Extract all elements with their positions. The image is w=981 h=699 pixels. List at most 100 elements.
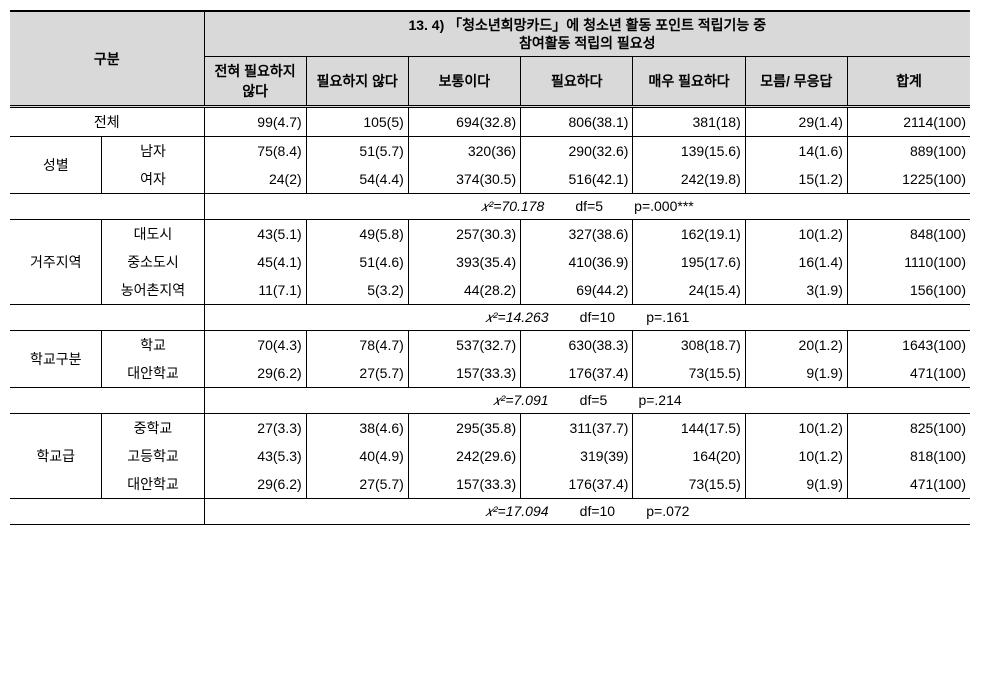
col-7: 합계 [847,57,970,107]
label-female: 여자 [102,165,204,194]
row-middle: 학교급 중학교 27(3.3) 38(4.6) 295(35.8) 311(37… [10,414,970,443]
row-rural: 농어촌지역 11(7.1) 5(3.2) 44(28.2) 69(44.2) 2… [10,276,970,305]
cell: 43(5.1) [204,220,306,249]
label-high: 고등학교 [102,442,204,470]
cell: 410(36.9) [521,248,633,276]
cell: 16(1.4) [745,248,847,276]
cell: 381(18) [633,107,745,137]
cell: 51(4.6) [306,248,408,276]
cell: 75(8.4) [204,137,306,166]
cell: 11(7.1) [204,276,306,305]
chi-gender: 𝑥²=70.178 [481,198,544,214]
cell: 630(38.3) [521,331,633,360]
cell: 848(100) [847,220,970,249]
cell: 29(1.4) [745,107,847,137]
label-total: 전체 [10,107,204,137]
cell: 242(29.6) [408,442,520,470]
cell: 99(4.7) [204,107,306,137]
row-bigcity: 거주지역 대도시 43(5.1) 49(5.8) 257(30.3) 327(3… [10,220,970,249]
row-male: 성별 남자 75(8.4) 51(5.7) 320(36) 290(32.6) … [10,137,970,166]
chi-region: 𝑥²=14.263 [485,309,548,325]
cell: 195(17.6) [633,248,745,276]
cell: 14(1.6) [745,137,847,166]
cell: 51(5.7) [306,137,408,166]
col-6: 모름/ 무응답 [745,57,847,107]
cell: 164(20) [633,442,745,470]
chi-schooltype: 𝑥²=7.091 [493,392,549,408]
row-female: 여자 24(2) 54(4.4) 374(30.5) 516(42.1) 242… [10,165,970,194]
cell: 139(15.6) [633,137,745,166]
cell: 49(5.8) [306,220,408,249]
cell: 327(38.6) [521,220,633,249]
cell: 162(19.1) [633,220,745,249]
df-schooltype: df=5 [580,392,608,408]
col-3: 보통이다 [408,57,520,107]
cell: 471(100) [847,470,970,499]
cell: 9(1.9) [745,470,847,499]
cell: 29(6.2) [204,470,306,499]
cell: 319(39) [521,442,633,470]
cell: 15(1.2) [745,165,847,194]
title-line-1: 13. 4) 「청소년희망카드」에 청소년 활동 포인트 적립기능 중 [408,17,766,33]
cell: 43(5.3) [204,442,306,470]
cell: 24(2) [204,165,306,194]
cell: 242(19.8) [633,165,745,194]
cell: 889(100) [847,137,970,166]
cell: 10(1.2) [745,442,847,470]
cell: 105(5) [306,107,408,137]
cell: 818(100) [847,442,970,470]
cell: 176(37.4) [521,470,633,499]
cell: 308(18.7) [633,331,745,360]
cell: 29(6.2) [204,359,306,388]
cell: 806(38.1) [521,107,633,137]
cell: 2114(100) [847,107,970,137]
cell: 10(1.2) [745,220,847,249]
cell: 54(4.4) [306,165,408,194]
cell: 825(100) [847,414,970,443]
cell: 45(4.1) [204,248,306,276]
cell: 38(4.6) [306,414,408,443]
label-school: 학교 [102,331,204,360]
row-school: 학교구분 학교 70(4.3) 78(4.7) 537(32.7) 630(38… [10,331,970,360]
chi-schoollevel: 𝑥²=17.094 [485,503,548,519]
row-alt: 대안학교 29(6.2) 27(5.7) 157(33.3) 176(37.4)… [10,470,970,499]
cell: 1110(100) [847,248,970,276]
cell: 9(1.9) [745,359,847,388]
cell: 694(32.8) [408,107,520,137]
p-region: p=.161 [646,309,689,325]
cell: 40(4.9) [306,442,408,470]
label-rural: 농어촌지역 [102,276,204,305]
cell: 27(5.7) [306,470,408,499]
label-alt: 대안학교 [102,470,204,499]
header-gubun: 구분 [10,11,204,107]
cell: 320(36) [408,137,520,166]
cell: 257(30.3) [408,220,520,249]
cell: 73(15.5) [633,470,745,499]
cell: 27(3.3) [204,414,306,443]
row-smallcity: 중소도시 45(4.1) 51(4.6) 393(35.4) 410(36.9)… [10,248,970,276]
col-2: 필요하지 않다 [306,57,408,107]
label-male: 남자 [102,137,204,166]
cell: 1225(100) [847,165,970,194]
cell: 69(44.2) [521,276,633,305]
cell: 176(37.4) [521,359,633,388]
row-altschool: 대안학교 29(6.2) 27(5.7) 157(33.3) 176(37.4)… [10,359,970,388]
cell: 20(1.2) [745,331,847,360]
cell: 78(4.7) [306,331,408,360]
cell: 156(100) [847,276,970,305]
cell: 44(28.2) [408,276,520,305]
cell: 295(35.8) [408,414,520,443]
stats-gender: 𝑥²=70.178 df=5 p=.000*** [10,194,970,220]
cell: 27(5.7) [306,359,408,388]
p-schoollevel: p=.072 [646,503,689,519]
cell: 374(30.5) [408,165,520,194]
cell: 24(15.4) [633,276,745,305]
cell: 10(1.2) [745,414,847,443]
cell: 537(32.7) [408,331,520,360]
label-altschool: 대안학교 [102,359,204,388]
stats-schoollevel: 𝑥²=17.094 df=10 p=.072 [10,499,970,525]
title-line-2: 참여활동 적립의 필요성 [519,35,656,51]
row-total: 전체 99(4.7) 105(5) 694(32.8) 806(38.1) 38… [10,107,970,137]
table-title: 13. 4) 「청소년희망카드」에 청소년 활동 포인트 적립기능 중 참여활동… [204,11,970,57]
cell: 5(3.2) [306,276,408,305]
